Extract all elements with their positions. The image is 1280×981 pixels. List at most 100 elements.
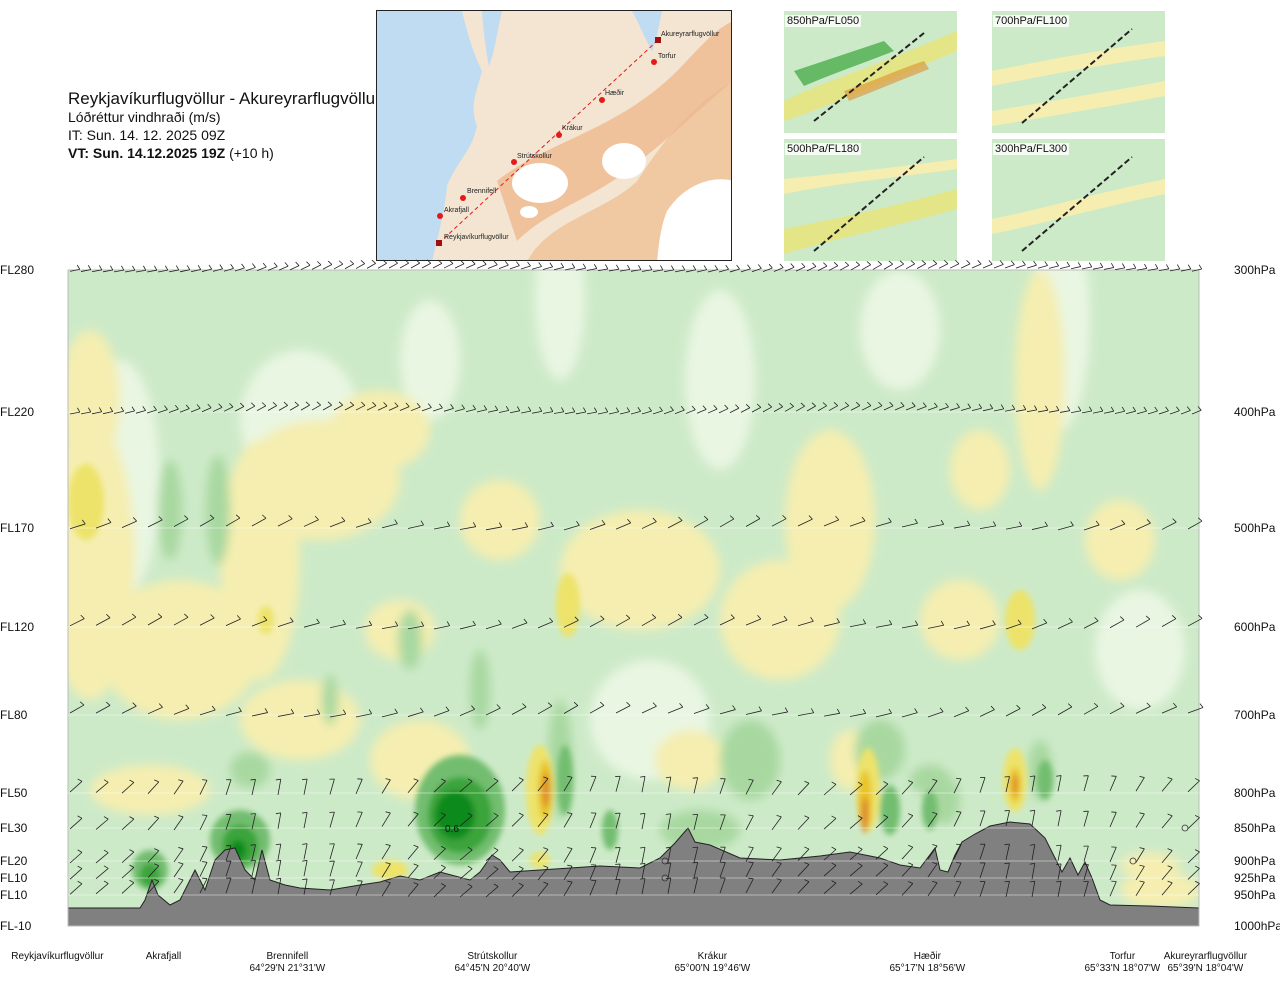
wind-barb [993, 404, 1005, 412]
wind-barb [1015, 405, 1027, 412]
wind-barb [275, 843, 282, 860]
wind-barb [459, 846, 473, 861]
wind-barb [1004, 862, 1010, 879]
thumbnail-500hpa[interactable]: 500hPa/FL180 [784, 139, 957, 261]
wind-barb [953, 811, 962, 827]
wind-barb [250, 813, 256, 830]
wind-barb [849, 708, 867, 717]
wind-barb [927, 844, 938, 860]
wind-barb [586, 407, 598, 415]
wind-barb [953, 620, 970, 630]
wind-barb [1029, 880, 1036, 898]
wind-barb [433, 621, 451, 630]
flight-level-label: FL-10 [0, 919, 32, 933]
location-coord: 64°29'N 21°31'W [249, 963, 326, 974]
thumbnail-850hpa[interactable]: 850hPa/FL050 [784, 11, 957, 133]
wind-barb [225, 813, 232, 830]
wind-barb [157, 405, 168, 414]
wind-barb [817, 402, 827, 412]
wind-barb [718, 404, 729, 414]
wind-barb [302, 812, 308, 829]
wind-barb [719, 877, 726, 894]
wind-barb [476, 405, 488, 413]
location-label: Akrafjall [146, 951, 182, 963]
wind-barb [771, 615, 788, 626]
wind-barb [953, 862, 962, 878]
thumbnail-300hpa[interactable]: 300hPa/FL300 [992, 139, 1165, 261]
wind-barb [1004, 776, 1010, 793]
wind-barb [225, 706, 242, 716]
wind-barb [589, 701, 605, 714]
wind-barb [806, 402, 816, 412]
wind-barb [267, 401, 277, 411]
thumbnail-700hpa[interactable]: 700hPa/FL100 [992, 11, 1165, 133]
wind-barb [485, 619, 502, 630]
flight-level-label: FL170 [0, 521, 35, 535]
wind-barb [615, 518, 632, 530]
location-markers [661, 824, 1189, 882]
wind-barb [619, 264, 631, 272]
wind-barb [938, 259, 949, 269]
wind-barb [147, 878, 160, 894]
wind-barb [563, 775, 573, 792]
wind-barb [729, 404, 740, 413]
wind-barb [199, 705, 216, 716]
field-region [435, 791, 475, 839]
wind-barb [1191, 406, 1202, 415]
wind-barb [225, 860, 232, 877]
wind-barb [849, 516, 866, 527]
wind-barb [1029, 863, 1036, 880]
wind-barb [147, 516, 163, 528]
wind-barb [771, 815, 782, 831]
wind-barb [849, 880, 863, 895]
wind-barb [806, 262, 817, 272]
wind-barb [410, 402, 421, 412]
wind-barb [652, 406, 663, 415]
wind-barb [619, 407, 631, 415]
wind-barb [245, 402, 256, 412]
wind-barb [485, 704, 501, 716]
wind-barb [652, 265, 664, 273]
wind-barb [303, 709, 321, 718]
wind-barb [979, 881, 986, 897]
field-region [460, 480, 540, 560]
wind-barb [537, 702, 553, 715]
wind-barb [329, 516, 346, 528]
wind-barb [199, 846, 208, 862]
wind-barb [1056, 880, 1062, 897]
wind-barb [563, 616, 579, 628]
wind-barb [674, 265, 686, 273]
wind-barb [421, 259, 432, 269]
wind-barb [719, 614, 735, 626]
wind-barb [839, 401, 850, 411]
wind-barb [121, 702, 137, 714]
wind-barb [692, 877, 699, 894]
field-region [470, 650, 490, 730]
wind-barb [1056, 863, 1062, 880]
wind-barb [245, 263, 256, 272]
wind-barb [302, 843, 308, 860]
wind-barb [883, 260, 893, 270]
waypoint-markers [436, 37, 661, 246]
flight-level-label: FL80 [0, 708, 28, 722]
wind-barb [1056, 844, 1062, 861]
wind-barb [537, 617, 554, 629]
location-label: Krákur 65°00'N 19°46'W [675, 951, 751, 975]
wind-barb [630, 407, 641, 415]
wind-barb [454, 259, 465, 269]
wind-barb [329, 709, 347, 718]
plot-frame [67, 269, 1200, 927]
wind-barb [173, 862, 184, 878]
wind-barb [1136, 406, 1147, 415]
wind-barb [685, 265, 697, 273]
field-region [1015, 270, 1065, 490]
wind-barb [719, 861, 726, 878]
wind-barb [459, 522, 477, 530]
wind-barb [979, 862, 986, 879]
field-region [560, 510, 720, 630]
wind-barb [407, 520, 424, 529]
wind-barb [1083, 775, 1089, 792]
wind-barb [839, 261, 850, 271]
wind-barb [95, 880, 109, 895]
wind-barb [322, 260, 333, 270]
